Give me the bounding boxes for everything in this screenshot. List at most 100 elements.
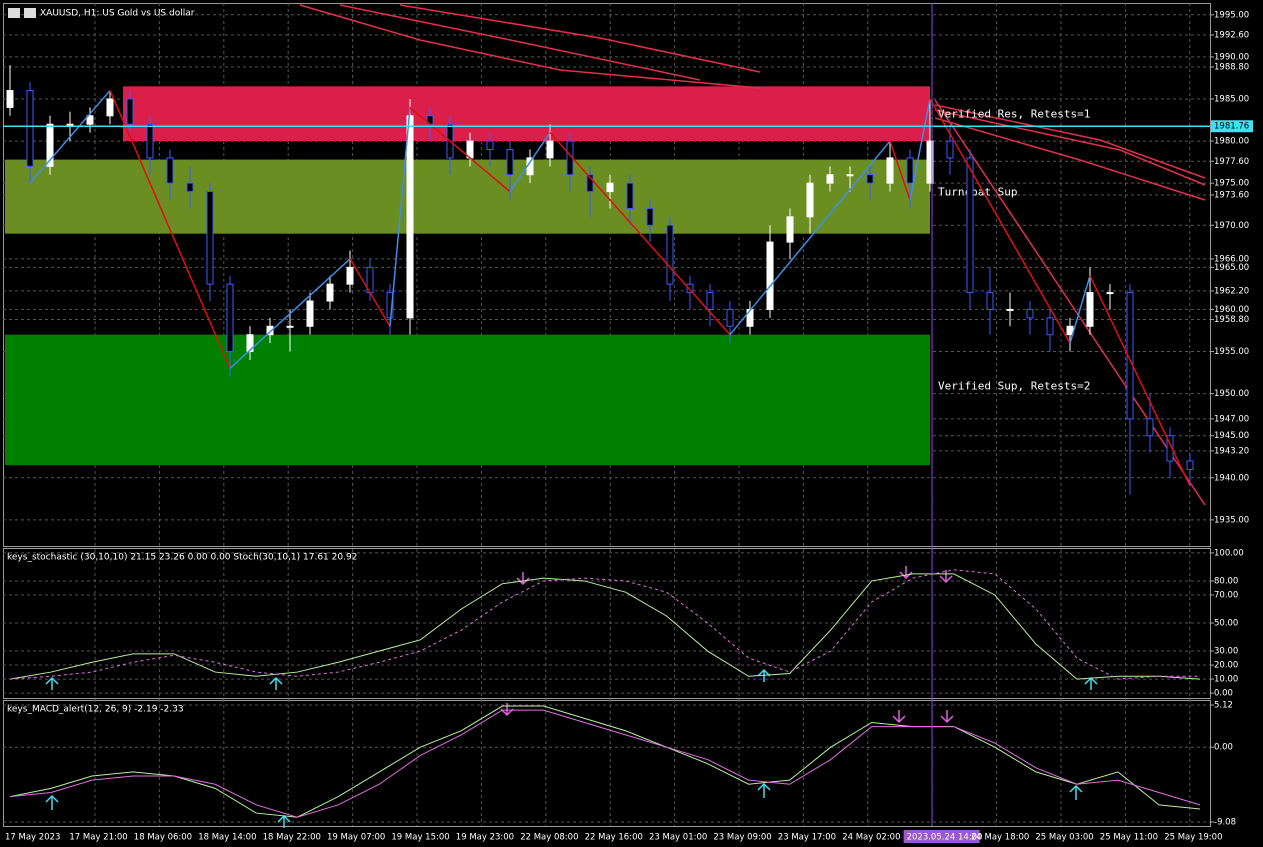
candle-body [86, 115, 94, 125]
signal-arrow [892, 710, 906, 724]
zigzag-segment [29, 90, 111, 184]
candle-body [186, 182, 194, 193]
candle-body [1086, 292, 1094, 327]
x-tick-label: 18 May 06:00 [134, 833, 192, 843]
x-tick-label: 23 May 17:00 [778, 833, 836, 843]
signal-arrow [940, 710, 954, 724]
candle-body [706, 292, 714, 310]
y-tick-label: 1943.20 [1214, 446, 1249, 456]
x-tick-label: 19 May 23:00 [456, 833, 514, 843]
candle-body [1146, 418, 1154, 437]
candle-body [346, 266, 354, 285]
x-tick-label: 25 May 19:00 [1164, 833, 1222, 843]
zone-label: Verified Res, Retests=1 [938, 107, 1090, 120]
y-tick-label: 1988.80 [1214, 62, 1249, 72]
candle-body [726, 308, 734, 327]
x-tick-label: 17 May 2023 [5, 833, 60, 843]
y-tick-label: 1965.00 [1214, 263, 1249, 273]
y-tick-label: 1955.00 [1214, 347, 1249, 357]
candle-body [406, 115, 414, 319]
x-tick-label: 25 May 03:00 [1035, 833, 1093, 843]
y-tick-label: 1975.00 [1214, 179, 1249, 189]
price-tag [1211, 120, 1253, 133]
icon[interactable] [8, 8, 20, 18]
signal-arrow [45, 676, 59, 690]
trend-line [399, 4, 761, 73]
candle-body [6, 90, 14, 108]
candle-body [66, 123, 74, 126]
candle-body [986, 292, 994, 310]
signal-arrow [939, 570, 953, 584]
candle-body [126, 98, 134, 125]
signal-arrow [757, 782, 771, 798]
candle-body [946, 140, 954, 159]
x-tick-label: 19 May 07:00 [327, 833, 385, 843]
y-tick-label: 1995.00 [1214, 10, 1249, 20]
y-tick-label: 1950.00 [1214, 389, 1249, 399]
candle-body [1006, 308, 1014, 311]
candle-body [926, 140, 934, 184]
main-frame [3, 3, 1211, 547]
candle-body [626, 182, 634, 209]
zone-label: Verified Sup, Retests=2 [938, 380, 1090, 393]
zigzag-segment [929, 98, 1071, 344]
signal-arrow [1069, 784, 1083, 800]
x-tick-label: 25 May 11:00 [1100, 833, 1158, 843]
candle-body [106, 98, 114, 117]
candle-body [826, 174, 834, 184]
candle-body [906, 157, 914, 184]
y-tick-label: 1985.00 [1214, 94, 1249, 104]
x-tick-label: 18 May 22:00 [263, 833, 321, 843]
price-tag-label: 1981.76 [1214, 122, 1249, 132]
indicator-line [9, 569, 1200, 680]
y-tick-label: -9.08 [1214, 817, 1236, 827]
y-tick-label: 1977.60 [1214, 157, 1249, 167]
candle-body [386, 292, 394, 319]
indicator-line [9, 705, 1201, 818]
macd-title: keys_MACD_alert(12, 26, 9) -2.19 -2.33 [7, 705, 184, 715]
x-tick-label: 23 May 09:00 [713, 833, 771, 843]
candle-body [866, 174, 874, 184]
y-tick-label: 1966.00 [1214, 254, 1249, 264]
y-tick-label: 100.00 [1214, 548, 1244, 558]
candle-body [1186, 460, 1194, 470]
x-tick-label: 19 May 15:00 [391, 833, 449, 843]
y-tick-label: 50.00 [1214, 619, 1238, 629]
candle-body [486, 140, 494, 150]
zigzag-segment [509, 132, 551, 192]
signal-arrow [45, 794, 59, 810]
candle-body [1026, 308, 1034, 319]
zigzag-segment [549, 132, 731, 336]
trend-line [934, 99, 1206, 506]
x-tick-label: 2023.05.24 14:00 [907, 833, 983, 843]
candle-body [46, 123, 54, 167]
x-tick-label: 23 May 01:00 [649, 833, 707, 843]
zone [5, 159, 930, 234]
zigzag-segment [109, 90, 231, 369]
chart-title: XAUUSD, H1: US Gold vs US dollar [40, 9, 195, 19]
y-tick-label: 1992.60 [1214, 30, 1249, 40]
y-tick-label: 80.00 [1214, 576, 1238, 586]
y-tick-label: 1935.00 [1214, 515, 1249, 525]
trend-line [934, 109, 1206, 186]
signal-arrow [500, 703, 514, 717]
zigzag-segment [889, 140, 911, 201]
zigzag-segment [1069, 275, 1091, 344]
candle-body [606, 182, 614, 193]
y-tick-label: 1990.00 [1214, 52, 1249, 62]
y-tick-label: 0.00 [1214, 743, 1233, 753]
indicator-line [9, 573, 1201, 680]
signal-arrow [757, 668, 771, 682]
candle-body [26, 90, 34, 167]
stoch-title: keys_stochastic (30,10,10) 21.15 23.26 0… [7, 553, 357, 563]
candle-body [886, 157, 894, 184]
y-tick-label: 1962.20 [1214, 286, 1249, 296]
icon[interactable] [24, 8, 36, 18]
candle-body [246, 334, 254, 353]
candle-body [686, 283, 694, 294]
candle-body [1126, 292, 1134, 420]
candle-body [1166, 435, 1174, 462]
zigzag-segment [349, 258, 391, 327]
candle-body [546, 140, 554, 159]
